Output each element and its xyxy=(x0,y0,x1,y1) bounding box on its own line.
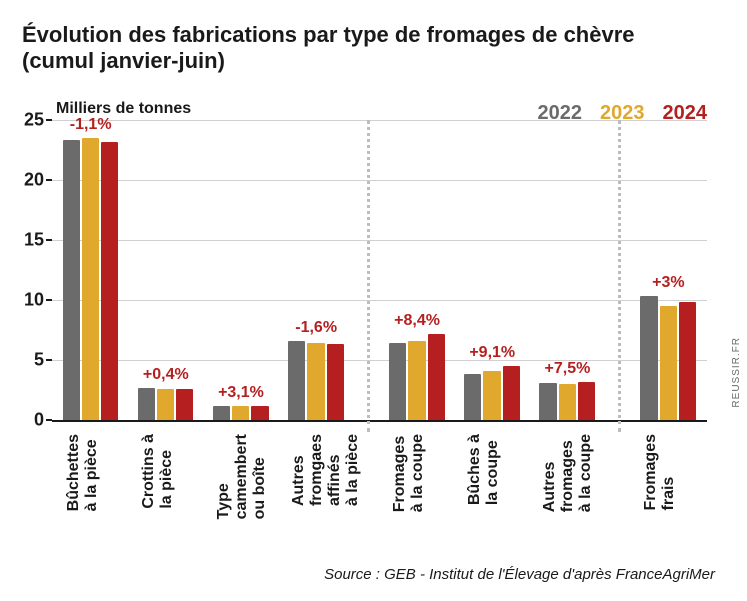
delta-label-camembert: +3,1% xyxy=(218,384,264,402)
delta-label-autres-coupe: +7,5% xyxy=(545,360,591,378)
bar-fromages-coupe-2023 xyxy=(408,341,425,420)
delta-label-fromages-coupe: +8,4% xyxy=(394,312,440,330)
x-label-crottins: Crottins àla pièce xyxy=(140,434,176,509)
y-tick-mark xyxy=(46,239,52,241)
y-tick-mark xyxy=(46,179,52,181)
bar-group-autres-piece xyxy=(288,341,346,420)
plot-area: 0510152025-1,1%Bûchettesà la pièce+0,4%C… xyxy=(52,120,707,422)
bar-buchettes-2022 xyxy=(63,140,80,420)
bar-group-autres-coupe xyxy=(539,382,597,420)
y-tick-mark xyxy=(46,299,52,301)
bar-camembert-2023 xyxy=(232,406,249,420)
x-label-fromages-coupe: Fromagesà la coupe xyxy=(391,434,427,512)
bar-crottins-2023 xyxy=(157,389,174,420)
bar-autres-coupe-2023 xyxy=(559,384,576,420)
bar-autres-coupe-2022 xyxy=(539,383,556,420)
delta-label-crottins: +0,4% xyxy=(143,366,189,384)
delta-label-buchettes: -1,1% xyxy=(70,116,112,134)
bar-frais-2024 xyxy=(679,302,696,420)
bar-buches-coupe-2022 xyxy=(464,374,481,420)
chart-card: Évolution des fabrications par type de f… xyxy=(0,0,747,601)
bar-autres-coupe-2024 xyxy=(578,382,595,420)
delta-label-frais: +3% xyxy=(652,274,684,292)
delta-label-buches-coupe: +9,1% xyxy=(469,344,515,362)
chart-title: Évolution des fabrications par type de f… xyxy=(22,22,729,74)
bar-group-buchettes xyxy=(63,138,121,420)
group-separator xyxy=(367,120,370,432)
bar-autres-piece-2022 xyxy=(288,341,305,420)
x-label-camembert: Typecamembertou boîte xyxy=(215,434,269,519)
bar-buchettes-2024 xyxy=(101,142,118,420)
x-label-buchettes: Bûchettesà la pièce xyxy=(65,434,101,511)
delta-label-autres-piece: -1,6% xyxy=(295,319,337,337)
y-tick: 10 xyxy=(16,290,44,311)
chart-title-line2: (cumul janvier-juin) xyxy=(22,48,729,74)
y-tick: 15 xyxy=(16,230,44,251)
bar-frais-2023 xyxy=(660,306,677,420)
y-tick: 5 xyxy=(16,350,44,371)
y-tick: 0 xyxy=(16,410,44,431)
bar-buches-coupe-2023 xyxy=(483,371,500,420)
x-label-buches-coupe: Bûches àla coupe xyxy=(466,434,502,505)
chart-title-line1: Évolution des fabrications par type de f… xyxy=(22,22,729,48)
bar-fromages-coupe-2022 xyxy=(389,343,406,420)
bar-camembert-2022 xyxy=(213,406,230,420)
bar-group-fromages-coupe xyxy=(389,334,447,420)
bar-buches-coupe-2024 xyxy=(503,366,520,420)
gridline xyxy=(52,120,707,121)
bar-frais-2022 xyxy=(640,296,657,420)
bar-camembert-2024 xyxy=(251,406,268,420)
bar-autres-piece-2024 xyxy=(327,344,344,420)
gridline xyxy=(52,240,707,241)
y-tick-mark xyxy=(46,419,52,421)
gridline xyxy=(52,300,707,301)
x-label-autres-piece: Autresfromgaesaffinésà la pièce xyxy=(290,434,362,506)
y-tick: 25 xyxy=(16,110,44,131)
x-label-autres-coupe: Autresfromagesà la coupe xyxy=(541,434,595,512)
bar-group-camembert xyxy=(213,406,271,420)
y-tick: 20 xyxy=(16,170,44,191)
bar-crottins-2024 xyxy=(176,389,193,420)
bar-buchettes-2023 xyxy=(82,138,99,420)
gridline xyxy=(52,180,707,181)
bar-fromages-coupe-2024 xyxy=(428,334,445,420)
bar-group-buches-coupe xyxy=(464,366,522,420)
bar-autres-piece-2023 xyxy=(307,343,324,420)
bar-group-crottins xyxy=(138,388,196,420)
x-label-frais: Fromagesfrais xyxy=(642,434,678,510)
watermark: REUSSIR.FR xyxy=(732,337,743,408)
bar-group-frais xyxy=(640,296,698,420)
gridline xyxy=(52,360,707,361)
group-separator xyxy=(618,120,621,432)
source-text: Source : GEB - Institut de l'Élevage d'a… xyxy=(324,566,715,583)
bar-crottins-2022 xyxy=(138,388,155,420)
y-tick-mark xyxy=(46,119,52,121)
y-tick-mark xyxy=(46,359,52,361)
